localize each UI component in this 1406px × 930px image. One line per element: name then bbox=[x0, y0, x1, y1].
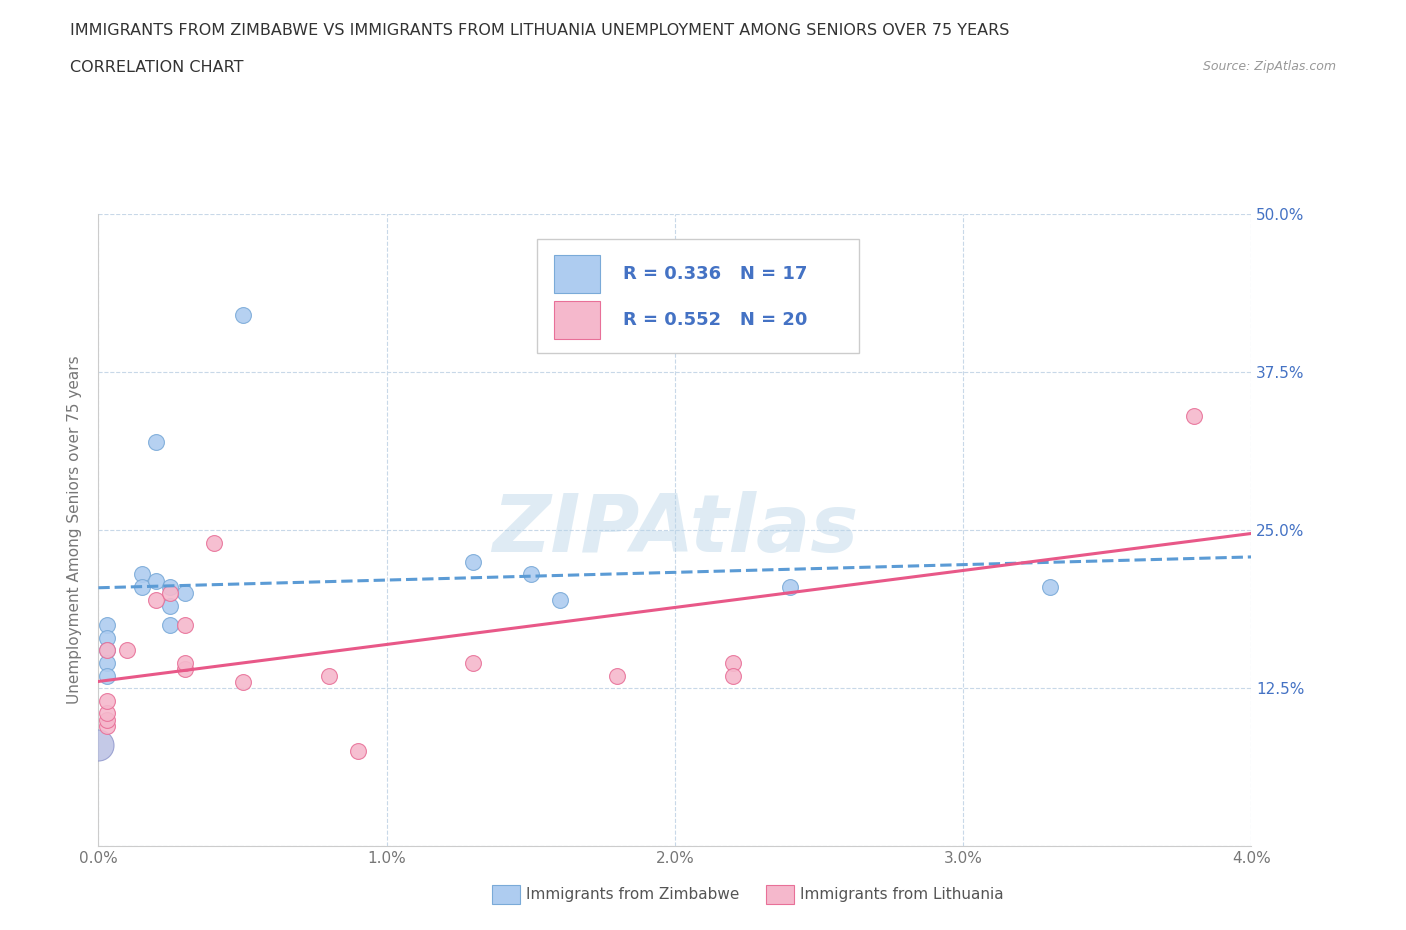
Point bbox=[96, 719, 118, 734]
Point bbox=[520, 567, 543, 582]
Point bbox=[159, 618, 181, 632]
Point bbox=[174, 656, 197, 671]
Point bbox=[318, 668, 340, 683]
Point bbox=[87, 737, 110, 752]
Point bbox=[96, 706, 118, 721]
Point bbox=[131, 567, 153, 582]
Point bbox=[117, 643, 139, 658]
Text: ZIPAtlas: ZIPAtlas bbox=[492, 491, 858, 569]
Point bbox=[1182, 409, 1205, 424]
Point bbox=[96, 668, 118, 683]
Bar bbox=[554, 255, 600, 293]
Point bbox=[174, 586, 197, 601]
Text: Source: ZipAtlas.com: Source: ZipAtlas.com bbox=[1202, 60, 1336, 73]
Point bbox=[606, 668, 628, 683]
Point bbox=[1038, 579, 1062, 594]
Point bbox=[231, 308, 254, 323]
Point bbox=[96, 694, 118, 709]
Point bbox=[145, 434, 167, 449]
Point bbox=[721, 656, 744, 671]
Point bbox=[159, 586, 181, 601]
Point bbox=[461, 656, 484, 671]
Y-axis label: Unemployment Among Seniors over 75 years: Unemployment Among Seniors over 75 years bbox=[67, 356, 83, 704]
Text: R = 0.336   N = 17: R = 0.336 N = 17 bbox=[623, 265, 807, 283]
Point bbox=[202, 536, 225, 551]
Text: Immigrants from Lithuania: Immigrants from Lithuania bbox=[800, 887, 1004, 902]
Text: IMMIGRANTS FROM ZIMBABWE VS IMMIGRANTS FROM LITHUANIA UNEMPLOYMENT AMONG SENIORS: IMMIGRANTS FROM ZIMBABWE VS IMMIGRANTS F… bbox=[70, 23, 1010, 38]
Point bbox=[159, 579, 181, 594]
Point bbox=[721, 668, 744, 683]
Point bbox=[548, 592, 571, 607]
Text: CORRELATION CHART: CORRELATION CHART bbox=[70, 60, 243, 75]
Point bbox=[145, 573, 167, 588]
Point bbox=[231, 674, 254, 689]
Bar bbox=[554, 301, 600, 339]
Point bbox=[96, 643, 118, 658]
Point bbox=[159, 599, 181, 614]
Point bbox=[779, 579, 801, 594]
Point bbox=[131, 579, 153, 594]
Point bbox=[96, 643, 118, 658]
Point bbox=[96, 631, 118, 645]
Point bbox=[145, 592, 167, 607]
Point bbox=[346, 744, 368, 759]
Point bbox=[96, 618, 118, 632]
Text: Immigrants from Zimbabwe: Immigrants from Zimbabwe bbox=[526, 887, 740, 902]
FancyBboxPatch shape bbox=[537, 239, 859, 353]
Point bbox=[174, 662, 197, 677]
Point bbox=[96, 656, 118, 671]
Point bbox=[96, 712, 118, 727]
Point bbox=[461, 554, 484, 569]
Text: R = 0.552   N = 20: R = 0.552 N = 20 bbox=[623, 312, 807, 329]
Point bbox=[174, 618, 197, 632]
